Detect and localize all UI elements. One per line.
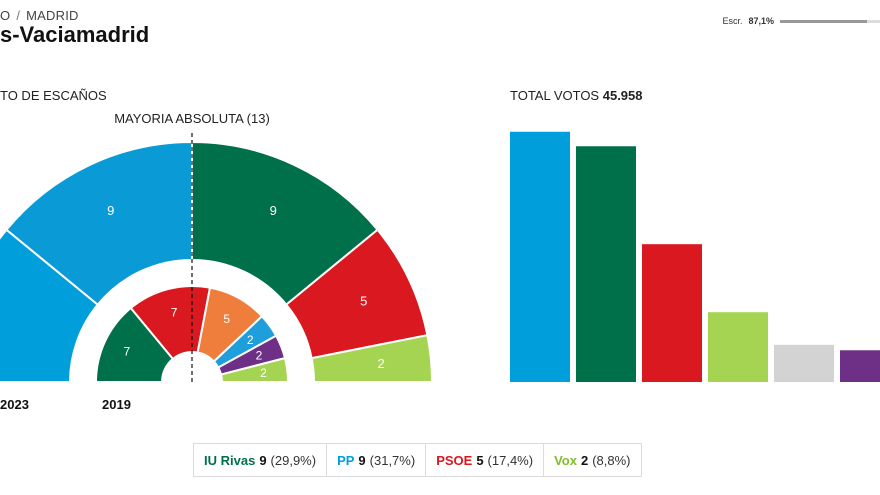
votes-chart-header: TOTAL VOTOS 45.958: [510, 88, 643, 103]
legend-item[interactable]: Vox 2 (8,8%): [544, 444, 640, 476]
vote-bar[interactable]: [576, 146, 636, 382]
seats-chart-header: TO DE ESCAÑOS: [0, 88, 107, 103]
majority-label: MAYORIA ABSOLUTA (13): [114, 111, 270, 126]
outer-seat-label: 9: [270, 203, 277, 218]
legend-party-name: PSOE: [436, 452, 473, 468]
inner-seat-segment[interactable]: [219, 356, 290, 383]
outer-seat-segment[interactable]: [310, 334, 434, 383]
legend-party-seats: 9: [259, 452, 267, 468]
vote-bar[interactable]: [510, 131, 570, 382]
legend-party-seats: 2: [580, 452, 589, 468]
legend-item[interactable]: PP 9 (31,7%): [327, 444, 427, 476]
vote-bar[interactable]: [774, 344, 834, 382]
legend-party-percent: (8,8%): [592, 452, 631, 468]
outer-seat-label: 5: [360, 293, 367, 308]
inner-seat-label: 7: [124, 345, 131, 359]
scrutiny-progress-bar: [780, 19, 880, 23]
legend-item[interactable]: IU Rivas 9 (29,9%): [194, 444, 328, 476]
year-label-2019: 2019: [102, 397, 131, 412]
outer-seat-segment[interactable]: [5, 140, 193, 307]
inner-seat-segment[interactable]: [129, 285, 212, 361]
breadcrumb-item[interactable]: MADRID: [26, 8, 79, 23]
legend-party-seats: 5: [476, 452, 484, 468]
legend-party-name: Vox: [554, 452, 577, 468]
page-title: s-Vaciamadrid: [0, 22, 150, 47]
inner-seat-label: 2: [247, 333, 254, 347]
inner-seat-label: 2: [260, 366, 267, 380]
scrutiny-progress-fill: [780, 19, 868, 23]
legend-party-name: IU Rivas: [204, 452, 256, 468]
votes-bar-chart: [510, 131, 880, 382]
outer-ring-2023: 9 9 5 2: [0, 140, 434, 383]
inner-seat-segment[interactable]: [94, 306, 175, 383]
scrutiny-label: Escr.: [722, 16, 743, 26]
legend-party-percent: (29,9%): [270, 452, 317, 468]
votes-header-label: TOTAL VOTOS: [510, 88, 600, 103]
breadcrumb-item[interactable]: O: [0, 8, 11, 23]
legend-party-percent: (31,7%): [369, 452, 416, 468]
scrutiny-value: 87,1%: [748, 16, 774, 26]
breadcrumb: O / MADRID: [0, 8, 79, 23]
vote-bar[interactable]: [840, 350, 880, 382]
year-label-2023: 2023: [0, 397, 29, 412]
outer-seat-segment[interactable]: [191, 140, 379, 307]
inner-seat-label: 2: [256, 349, 263, 363]
scrutiny-indicator: Escr. 87,1%: [722, 16, 880, 26]
legend-item[interactable]: PSOE 5 (17,4%): [426, 444, 545, 476]
legend-party-percent: (17,4%): [487, 452, 534, 468]
vote-bar[interactable]: [642, 244, 702, 382]
outer-seat-label: 2: [377, 356, 384, 371]
inner-seat-label: 7: [171, 305, 178, 319]
vote-bar[interactable]: [708, 312, 768, 382]
breadcrumb-separator: /: [16, 8, 21, 23]
inner-seat-label: 5: [223, 312, 230, 326]
party-legend: IU Rivas 9 (29,9%) PP 9 (31,7%) PSOE 5 (17,4%) Vo…: [193, 443, 642, 477]
votes-header-value: 45.958: [602, 88, 643, 103]
legend-party-seats: 9: [358, 452, 366, 468]
legend-party-name: PP: [337, 452, 355, 468]
outer-seat-label: 9: [107, 203, 114, 218]
